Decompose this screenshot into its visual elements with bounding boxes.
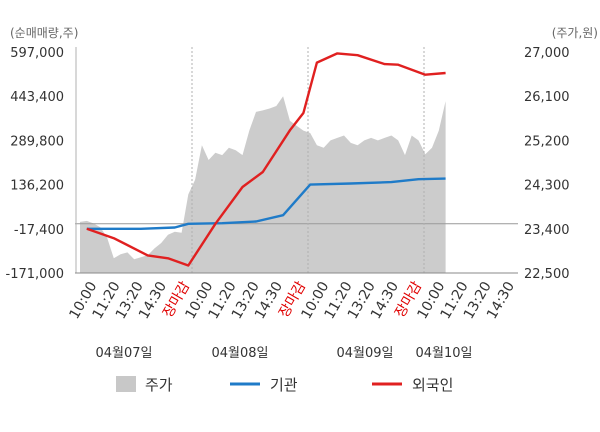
legend-label-foreigner: 외국인	[412, 376, 453, 394]
right-tick-label: 23,400	[524, 223, 570, 238]
series-foreigner-line	[86, 52, 446, 267]
date-label: 04월07일	[95, 346, 152, 361]
legend-label-institution: 기관	[270, 376, 298, 394]
series-institution-line	[86, 177, 446, 231]
right-tick-label: 22,500	[524, 267, 570, 282]
left-tick-label: -171,000	[6, 267, 64, 282]
right-axis-unit: (주가,원)	[552, 26, 598, 40]
legend-swatch-price	[116, 376, 136, 392]
date-label: 04월10일	[415, 346, 472, 361]
left-tick-label: 289,800	[10, 134, 64, 149]
date-label: 04월08일	[211, 346, 268, 361]
legend: 주가 기관 외국인	[116, 376, 453, 394]
series-price-area	[80, 96, 446, 273]
right-tick-label: 25,200	[524, 134, 570, 149]
right-tick-label: 26,100	[524, 90, 570, 105]
left-tick-label: 136,200	[10, 179, 64, 194]
left-tick-label: 597,000	[10, 46, 64, 61]
date-label: 04월09일	[336, 346, 393, 361]
right-tick-label: 24,300	[524, 179, 570, 194]
left-tick-label: -17,400	[14, 223, 64, 238]
left-tick-label: 443,400	[10, 90, 64, 105]
right-tick-label: 27,000	[524, 46, 570, 61]
legend-label-price: 주가	[145, 376, 173, 394]
left-axis-unit: (순매매량,주)	[10, 26, 78, 40]
